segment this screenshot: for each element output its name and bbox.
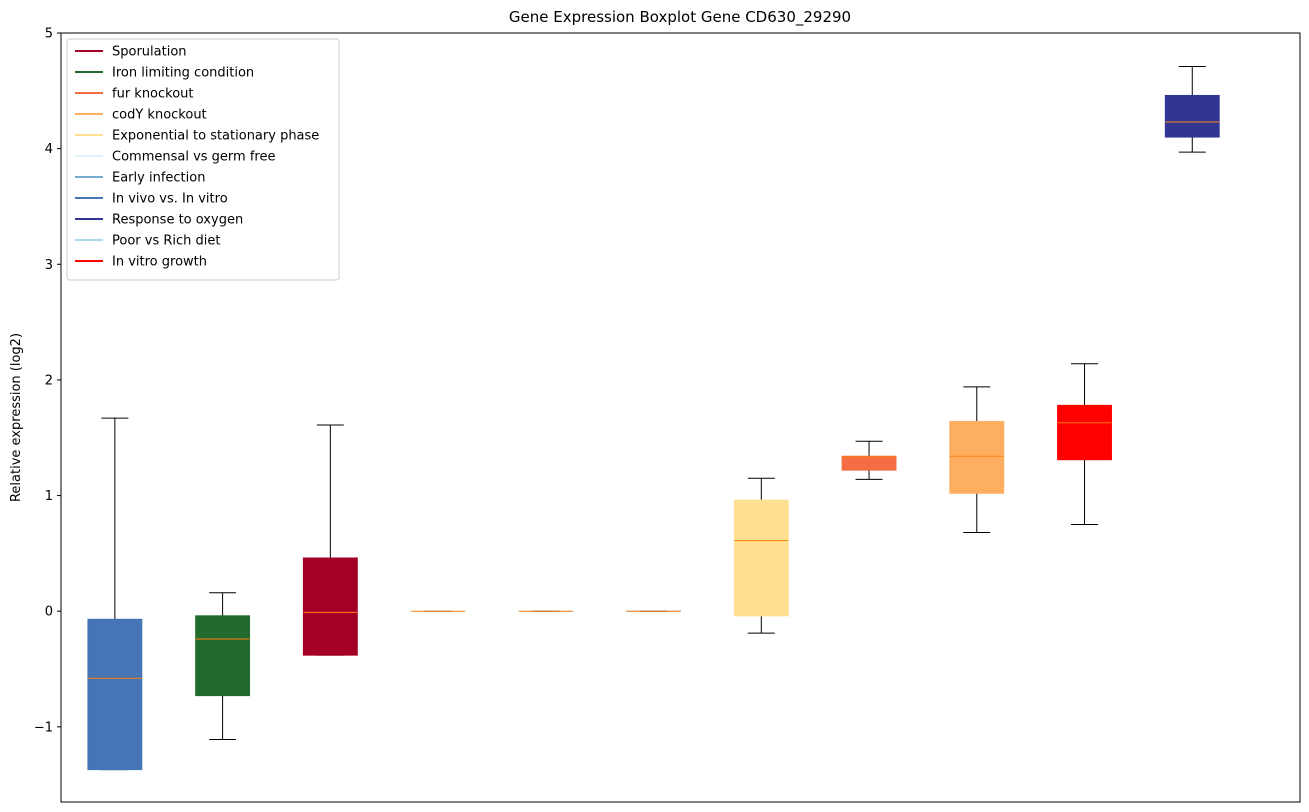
legend-label: Poor vs Rich diet xyxy=(112,234,220,249)
legend-label: codY knockout xyxy=(112,108,207,123)
box-7 xyxy=(733,477,789,634)
y-tick-label: 5 xyxy=(45,27,53,42)
legend-label: fur knockout xyxy=(112,87,194,102)
y-tick-label: −1 xyxy=(34,720,53,735)
y-axis-ticks: −1 0 1 2 3 4 5 xyxy=(34,27,61,735)
legend-label: In vivo vs. In vitro xyxy=(112,192,228,207)
box-body xyxy=(87,618,143,771)
box-9 xyxy=(949,386,1005,534)
y-tick-label: 4 xyxy=(45,142,53,157)
box-body xyxy=(949,421,1005,494)
legend: Sporulation Iron limiting condition fur kn… xyxy=(66,38,340,281)
legend-box xyxy=(66,38,340,281)
y-tick-label: 0 xyxy=(45,605,53,620)
legend-label: Iron limiting condition xyxy=(112,66,254,81)
y-tick-label: 3 xyxy=(45,258,53,273)
legend-label: Early infection xyxy=(112,171,205,186)
box-2 xyxy=(195,592,251,741)
box-body xyxy=(195,615,251,697)
y-tick-label: 2 xyxy=(45,373,53,388)
plot-frame xyxy=(60,32,1301,803)
box-10 xyxy=(1057,363,1112,525)
boxes-layer xyxy=(87,66,1220,771)
box-body xyxy=(841,455,897,471)
box-body xyxy=(302,557,358,656)
chart-title: Gene Expression Boxplot Gene CD630_29290 xyxy=(509,8,851,27)
box-8 xyxy=(841,440,897,480)
box-body xyxy=(733,499,789,617)
legend-label: Exponential to stationary phase xyxy=(112,129,319,144)
y-tick-label: 1 xyxy=(45,489,53,504)
box-1 xyxy=(87,417,143,771)
box-11 xyxy=(1164,66,1220,153)
legend-label: In vitro growth xyxy=(112,255,207,270)
box-3 xyxy=(302,424,358,656)
box-body xyxy=(1164,94,1220,138)
legend-label: Response to oxygen xyxy=(112,213,243,228)
y-axis-label: Relative expression (log2) xyxy=(9,333,24,502)
legend-label: Sporulation xyxy=(112,45,187,60)
box-body xyxy=(1057,404,1112,461)
legend-label: Commensal vs germ free xyxy=(112,150,275,165)
